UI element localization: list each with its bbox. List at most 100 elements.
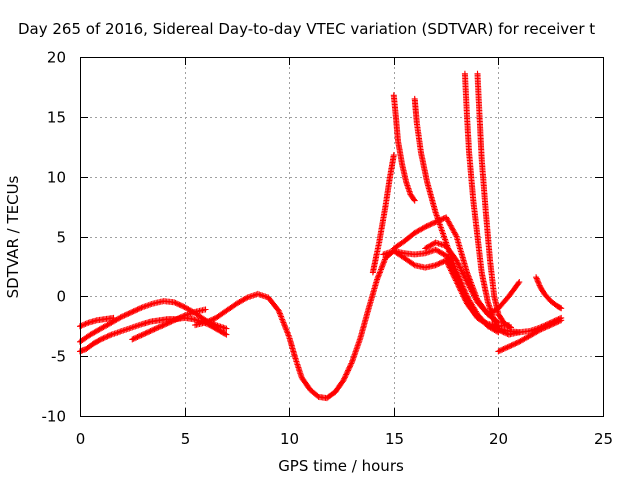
data-point <box>206 317 213 324</box>
data-point <box>545 323 552 330</box>
data-point <box>495 348 502 355</box>
data-point <box>343 370 350 377</box>
data-point <box>533 275 540 282</box>
x-axis-title: GPS time / hours <box>278 457 404 475</box>
data-series <box>380 247 512 330</box>
data-point <box>454 280 461 287</box>
data-point <box>81 321 88 328</box>
data-point <box>314 392 321 399</box>
data-point <box>515 280 522 287</box>
data-point <box>110 314 117 321</box>
data-point <box>343 371 350 378</box>
x-tick-label: 25 <box>594 430 613 448</box>
data-series <box>422 239 523 318</box>
data-point <box>130 335 137 342</box>
data-point <box>516 279 523 285</box>
data-point <box>457 264 463 271</box>
data-point <box>435 261 442 267</box>
data-point <box>459 290 466 297</box>
data-point <box>104 333 111 340</box>
data-point <box>115 329 122 336</box>
x-tick-labels: 0 5 10 15 20 25 <box>76 430 613 448</box>
data-point <box>552 319 559 326</box>
data-point <box>498 328 504 334</box>
data-point <box>500 329 507 336</box>
data-point <box>277 312 284 319</box>
data-point <box>138 304 145 311</box>
data-point <box>551 320 558 327</box>
data-point <box>472 295 479 302</box>
data-point <box>504 344 511 351</box>
data-series <box>495 317 565 355</box>
data-point <box>459 291 466 298</box>
data-point <box>436 260 443 267</box>
data-point <box>126 310 133 317</box>
data-point <box>428 220 435 227</box>
data-point <box>209 316 216 323</box>
data-point <box>176 301 183 308</box>
data-point <box>154 325 161 331</box>
data-point <box>100 324 107 331</box>
data-point <box>131 307 138 314</box>
data-point <box>101 334 108 341</box>
x-tick-label: 0 <box>76 430 86 448</box>
data-point <box>105 332 112 339</box>
data-point <box>498 347 504 354</box>
data-point <box>541 325 548 331</box>
tick-marks <box>80 57 604 417</box>
data-point <box>175 315 182 322</box>
data-point <box>501 329 508 336</box>
data-point <box>146 328 153 335</box>
data-point <box>445 263 452 270</box>
data-point <box>427 221 434 228</box>
data-point <box>390 152 397 159</box>
data-series <box>474 70 514 331</box>
data-point <box>138 332 145 339</box>
data-point <box>151 326 158 333</box>
data-point <box>223 331 230 338</box>
data-point <box>142 330 149 337</box>
data-point <box>107 332 114 339</box>
data-point <box>513 340 520 346</box>
data-point <box>470 291 477 298</box>
data-series <box>77 314 117 330</box>
data-point <box>449 270 456 277</box>
data-point <box>432 262 439 269</box>
data-point <box>202 306 209 313</box>
data-point <box>155 324 162 331</box>
y-tick-label: 5 <box>56 229 66 247</box>
data-point <box>542 324 549 331</box>
y-axis-title: SDTVAR / TECUs <box>4 175 22 298</box>
data-point <box>345 366 352 373</box>
data-point <box>158 323 165 330</box>
data-point <box>437 259 444 266</box>
data-point <box>345 367 352 374</box>
data-point <box>168 318 175 325</box>
data-point <box>461 274 468 281</box>
data-point <box>535 327 542 334</box>
data-points <box>77 70 565 402</box>
data-point <box>279 316 286 323</box>
data-point <box>430 220 436 227</box>
data-point <box>173 316 180 323</box>
data-point <box>139 331 146 338</box>
data-point <box>165 319 172 326</box>
data-point <box>431 219 438 226</box>
x-tick-label: 10 <box>280 430 299 448</box>
data-point <box>535 279 542 286</box>
y-tick-label: 10 <box>47 169 66 187</box>
data-point <box>444 260 451 267</box>
x-tick-label: 5 <box>181 430 191 448</box>
data-point <box>455 283 462 290</box>
data-point <box>536 282 543 289</box>
data-point <box>423 223 430 230</box>
data-point <box>124 311 131 318</box>
data-point <box>546 322 553 329</box>
data-point <box>516 329 523 336</box>
data-point <box>468 287 475 294</box>
data-point <box>426 222 433 229</box>
data-point <box>179 302 185 309</box>
data-point <box>456 263 463 270</box>
y-tick-labels: -10 -5 0 5 10 15 20 <box>42 49 67 426</box>
data-point <box>203 319 210 326</box>
